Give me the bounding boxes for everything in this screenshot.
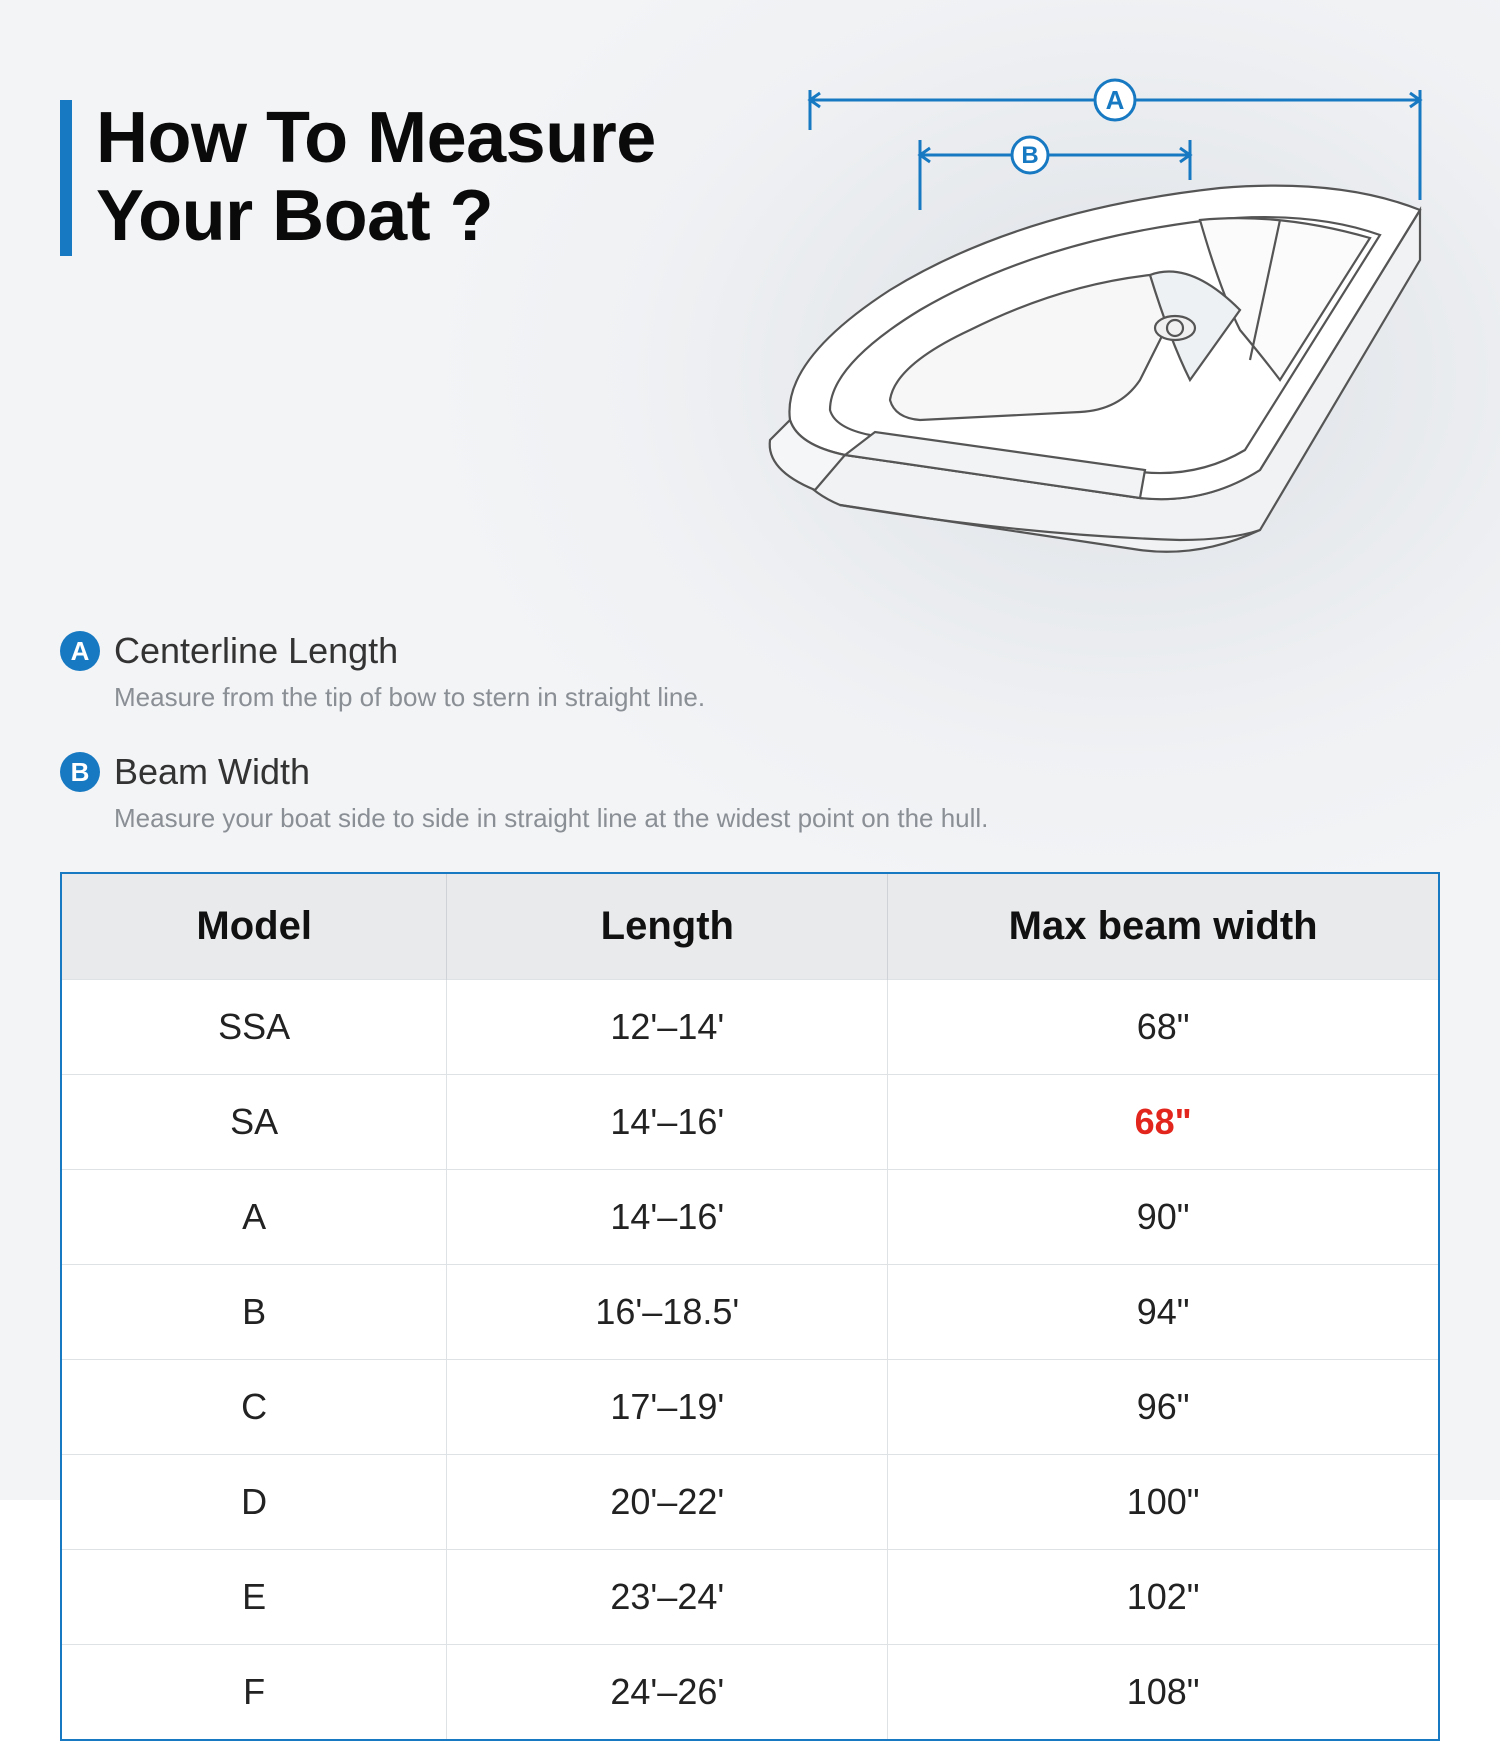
page-title: How To Measure Your Boat ? (60, 100, 680, 256)
table-row: SSA12'–14'68" (61, 980, 1439, 1075)
title-line-1: How To Measure (96, 98, 656, 178)
cell-model: SSA (61, 980, 447, 1075)
cell-model: A (61, 1170, 447, 1265)
definition-a-sub: Measure from the tip of bow to stern in … (114, 680, 1440, 715)
definition-b: B Beam Width Measure your boat side to s… (60, 751, 1440, 836)
cell-beam: 96" (888, 1360, 1439, 1455)
definition-a: A Centerline Length Measure from the tip… (60, 630, 1440, 715)
cell-length: 14'–16' (447, 1075, 888, 1170)
cell-beam: 100" (888, 1455, 1439, 1550)
col-header-length: Length (447, 873, 888, 980)
cell-length: 23'–24' (447, 1550, 888, 1645)
diagram-label-a: A (1106, 85, 1125, 115)
table-row: B16'–18.5'94" (61, 1265, 1439, 1360)
badge-a-icon: A (60, 631, 100, 671)
cell-length: 17'–19' (447, 1360, 888, 1455)
definition-a-title: Centerline Length (114, 630, 398, 672)
cell-length: 14'–16' (447, 1170, 888, 1265)
infographic-page: How To Measure Your Boat ? A (0, 0, 1500, 1500)
cell-beam: 108" (888, 1645, 1439, 1741)
cell-model: C (61, 1360, 447, 1455)
cell-model: E (61, 1550, 447, 1645)
cell-model: SA (61, 1075, 447, 1170)
cell-model: B (61, 1265, 447, 1360)
cell-length: 12'–14' (447, 980, 888, 1075)
top-section: How To Measure Your Boat ? A (60, 60, 1440, 560)
table-row: E23'–24'102" (61, 1550, 1439, 1645)
cell-model: F (61, 1645, 447, 1741)
col-header-beam: Max beam width (888, 873, 1439, 980)
cell-length: 16'–18.5' (447, 1265, 888, 1360)
cell-beam: 94" (888, 1265, 1439, 1360)
table-row: C17'–19'96" (61, 1360, 1439, 1455)
col-header-model: Model (61, 873, 447, 980)
boat-diagram: A B (720, 60, 1440, 560)
definition-b-sub: Measure your boat side to side in straig… (114, 801, 1440, 836)
table-row: A14'–16'90" (61, 1170, 1439, 1265)
diagram-label-b: B (1021, 142, 1038, 169)
table-header-row: Model Length Max beam width (61, 873, 1439, 980)
definition-b-title: Beam Width (114, 751, 310, 793)
title-line-2: Your Boat ? (96, 176, 493, 256)
table-row: D20'–22'100" (61, 1455, 1439, 1550)
cell-beam: 102" (888, 1550, 1439, 1645)
title-block: How To Measure Your Boat ? (60, 60, 680, 560)
cell-beam: 90" (888, 1170, 1439, 1265)
boat-outline-icon (770, 186, 1420, 552)
table-row: F24'–26'108" (61, 1645, 1439, 1741)
size-table: Model Length Max beam width SSA12'–14'68… (60, 872, 1440, 1741)
cell-model: D (61, 1455, 447, 1550)
size-table-wrap: Model Length Max beam width SSA12'–14'68… (60, 872, 1440, 1741)
cell-length: 20'–22' (447, 1455, 888, 1550)
boat-svg: A B (720, 60, 1440, 560)
cell-beam: 68" (888, 1075, 1439, 1170)
badge-b-icon: B (60, 752, 100, 792)
definitions: A Centerline Length Measure from the tip… (60, 630, 1440, 836)
cell-beam: 68" (888, 980, 1439, 1075)
cell-length: 24'–26' (447, 1645, 888, 1741)
table-row: SA14'–16'68" (61, 1075, 1439, 1170)
